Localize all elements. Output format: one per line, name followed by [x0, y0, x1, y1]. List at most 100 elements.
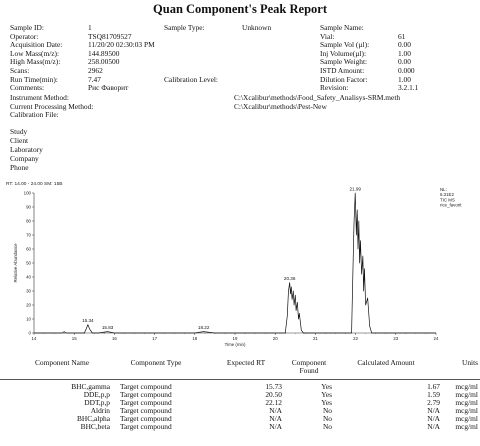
x-tick-label: 22	[353, 336, 358, 341]
x-tick-label: 17	[152, 336, 157, 341]
table-cell: mcg/ml	[455, 390, 478, 399]
y-tick-label: 10	[26, 317, 31, 322]
table-cell: Yes	[321, 398, 332, 407]
table-divider	[0, 379, 480, 380]
table-cell: No	[322, 406, 332, 415]
right-field-label-1: Vial:	[320, 31, 335, 41]
table-cell: 15.73	[265, 382, 282, 391]
phone-label: Phone	[10, 163, 29, 172]
header-component-found: Component Found	[291, 358, 327, 376]
right-field-label-4: Sample Weight:	[320, 57, 368, 67]
table-cell: 2.79	[427, 398, 440, 407]
company-label: Company	[10, 154, 39, 163]
left-field-value-7: Рис Фаворит	[88, 83, 129, 93]
right-field-value-7: 3.2.1.1	[398, 83, 419, 93]
table-cell: Aldrin	[90, 406, 110, 415]
left-field-value-0: 1	[88, 23, 92, 32]
x-tick-label: 24	[434, 336, 439, 341]
y-tick-label: 20	[26, 303, 31, 308]
laboratory-label: Laboratory	[10, 145, 43, 154]
table-row: BHC,alpha Target compound N/A No N/A mcg/ml	[0, 415, 480, 423]
table-cell: mcg/ml	[455, 398, 478, 407]
study-label: Study	[10, 127, 28, 136]
peak-label: 15.34	[82, 318, 94, 323]
report-title: Quan Component's Peak Report	[153, 2, 327, 16]
peak-label: 21.99	[349, 187, 361, 192]
left-field-label-3: Low Mass(m/z):	[10, 48, 60, 58]
header-expected-rt: Expected RT	[226, 358, 266, 367]
x-tick-label: 15	[72, 336, 77, 341]
right-field-values: 61 0.00 1.00 0.00 0.000 1.00 3.2.1.1	[398, 24, 418, 93]
table-cell: BHC,beta	[80, 422, 110, 431]
header-component-type: Component Type	[130, 358, 182, 367]
right-field-label-6: Dilution Factor:	[320, 74, 368, 84]
right-field-value-6: 1.00	[398, 74, 411, 84]
table-cell: N/A	[427, 422, 440, 431]
table-row: BHC,gamma Target compound 15.73 Yes 1.67 mcg/…	[0, 383, 480, 391]
y-tick-label: 80	[26, 219, 31, 224]
x-tick-label: 19	[233, 336, 238, 341]
header-units: Units	[461, 358, 478, 367]
y-tick-label: 30	[26, 289, 31, 294]
peak-label: 18.22	[198, 325, 210, 330]
table-cell: Target compound	[120, 406, 172, 415]
chart-info-text: rice_favorit	[440, 203, 462, 208]
table-cell: DDE,p,p	[83, 390, 110, 399]
y-tick-label: 90	[26, 205, 31, 210]
table-cell: DDT,p,p	[84, 398, 110, 407]
chart-info-text: 6.31E2	[440, 192, 454, 197]
left-field-label-5: Scans:	[10, 65, 30, 75]
table-row: DDT,p,p Target compound 22.12 Yes 2.79 mcg/ml	[0, 399, 480, 407]
table-cell: mcg/ml	[455, 414, 478, 423]
left-field-value-5: 2962	[88, 65, 103, 75]
table-cell: 1.67	[427, 382, 440, 391]
table-cell: N/A	[269, 414, 282, 423]
mid-fields: Sample Type: Unknown Calibration Level:	[164, 23, 324, 94]
calibration-level-label: Calibration Level:	[164, 74, 218, 84]
right-field-value-3: 1.00	[398, 48, 411, 58]
chart-info-text: TIC MS	[440, 197, 455, 202]
sample-type-label: Sample Type:	[164, 23, 205, 32]
table-cell: Target compound	[120, 390, 172, 399]
y-tick-label: 60	[26, 247, 31, 252]
instrument-method-label: Instrument Method:	[10, 93, 69, 102]
right-field-label-5: ISTD Amount:	[320, 65, 365, 75]
left-field-label-2: Acquisition Date:	[10, 40, 63, 50]
y-tick-label: 0	[29, 331, 32, 336]
table-row: DDE,p,p Target compound 20.50 Yes 1.59 mcg/ml	[0, 391, 480, 399]
x-axis-label: Time (min)	[225, 342, 246, 347]
right-field-label-0: Sample Name:	[320, 23, 364, 32]
y-axis-label: Relative Abundance	[13, 243, 18, 283]
x-tick-label: 14	[32, 336, 37, 341]
right-field-label-7: Revision:	[320, 83, 349, 93]
calibration-file-label: Calibration File:	[10, 110, 59, 120]
left-field-label-6: Run Time(min):	[10, 74, 58, 84]
left-field-value-2: 11/20/20 02:30:03 PM	[88, 40, 155, 50]
right-field-value-5: 0.000	[398, 65, 415, 75]
table-row: Aldrin Target compound N/A No N/A mcg/ml	[0, 407, 480, 415]
table-cell: BHC,gamma	[71, 382, 110, 391]
table-cell: N/A	[427, 406, 440, 415]
table-cell: No	[322, 414, 332, 423]
x-tick-label: 21	[313, 336, 318, 341]
table-cell: No	[322, 422, 332, 431]
extra-labels: Study Client Laboratory Company Phone	[10, 127, 43, 173]
processing-method-value: C:\Xcalibur\methods\Pest-New	[234, 101, 327, 111]
left-field-label-0: Sample ID:	[10, 23, 44, 32]
left-field-label-4: High Mass(m/z):	[10, 57, 61, 67]
instrument-method-value: C:\Xcalibur\methods\Food_Safety_Analisys…	[234, 93, 401, 102]
right-field-value-2: 0.00	[398, 40, 411, 50]
header-component-name: Component Name	[35, 358, 89, 367]
y-tick-label: 50	[26, 261, 31, 266]
right-field-value-4: 0.00	[398, 57, 411, 67]
peak-label: 15.83	[102, 325, 114, 330]
table-cell: N/A	[269, 422, 282, 431]
table-cell: mcg/ml	[455, 382, 478, 391]
methods-block: Instrument Method: C:\Xcalibur\methods\F…	[10, 93, 470, 124]
left-field-value-6: 7.47	[88, 74, 101, 84]
left-field-value-4: 258.00500	[88, 57, 120, 67]
table-cell: N/A	[427, 414, 440, 423]
chart-info-text: NL:	[440, 187, 447, 192]
left-field-label-1: Operator:	[10, 31, 39, 41]
